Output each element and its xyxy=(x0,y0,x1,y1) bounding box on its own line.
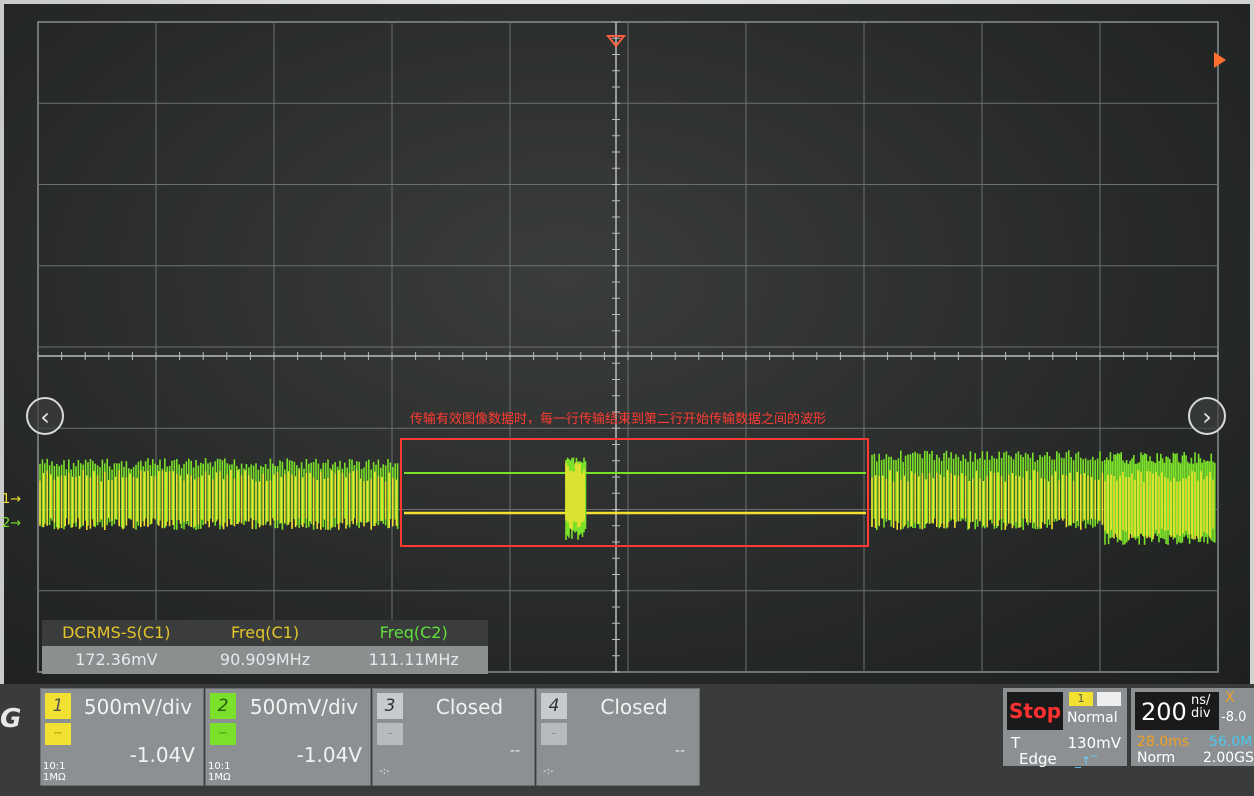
timebase-panel[interactable]: 200 ns/div X -8.0 28.0ms 56.0M Norm 2.00… xyxy=(1131,688,1254,766)
probe-placeholder: -:- xyxy=(379,766,390,777)
channel-2-panel[interactable]: 2 ⎓ 500mV/div -1.04V 10:1 1MΩ xyxy=(205,688,371,786)
status-bar: G 1 ⎓ 500mV/div -1.04V 10:1 1MΩ 2 ⎓ 500mV… xyxy=(0,684,1254,796)
channel-3-panel[interactable]: 3 – Closed -- -:- xyxy=(372,688,535,786)
trigger-level-label: T xyxy=(1011,734,1021,752)
trigger-type: Edge xyxy=(1019,750,1057,768)
measurement-value: 172.36mV xyxy=(75,650,158,669)
acquisition-mode: Norm xyxy=(1137,750,1176,766)
channel-number: 3 xyxy=(377,693,403,719)
probe-info: 10:1 1MΩ xyxy=(43,761,66,783)
rising-edge-icon: _↑‾ xyxy=(1075,754,1098,768)
channel-status: Closed xyxy=(435,695,504,719)
unit-top: ns/ xyxy=(1191,693,1211,708)
channel-number: 4 xyxy=(541,693,567,719)
trigger-mode: Normal xyxy=(1067,710,1118,726)
timebase-scale[interactable]: 200 ns/div xyxy=(1135,692,1219,730)
channel-scale: 500mV/div xyxy=(83,695,193,719)
channel-1-marker: 1→ xyxy=(2,492,21,507)
oscilloscope-screen xyxy=(4,4,1250,684)
channel-offset: -- xyxy=(674,743,685,759)
trigger-level-marker xyxy=(1214,52,1226,68)
channel-status: Closed xyxy=(600,695,668,719)
probe-placeholder: -:- xyxy=(543,766,554,777)
x-offset: -8.0 xyxy=(1221,710,1247,725)
coupling-icon: – xyxy=(377,723,403,745)
channel-offset: -1.04V xyxy=(129,743,195,767)
x-label: X xyxy=(1225,690,1235,706)
channel-offset: -- xyxy=(509,743,520,759)
coupling-icon: – xyxy=(541,723,567,745)
dc-coupling-icon: ⎓ xyxy=(210,723,236,745)
brand-logo: G xyxy=(0,704,22,734)
channel-1-waveform xyxy=(871,470,1104,530)
trigger-coupling-icon xyxy=(1097,692,1121,706)
measurement-value: 90.909MHz xyxy=(219,650,311,669)
waveform-display: 1→ 2→ xyxy=(2,21,1226,673)
sample-rate: 2.00GS xyxy=(1203,750,1254,766)
measurement-value: 111.11MHz xyxy=(368,650,459,669)
impedance: 1MΩ xyxy=(43,772,66,783)
channel-offset: -1.04V xyxy=(296,743,362,767)
memory-depth: 56.0M xyxy=(1209,734,1253,750)
trigger-panel[interactable]: Stop 1 Normal T 130mV Edge _↑‾ xyxy=(1003,688,1127,768)
measurement-header: Freq(C1) xyxy=(230,623,300,642)
trigger-delay: 28.0ms xyxy=(1137,734,1190,750)
run-stop-status[interactable]: Stop xyxy=(1007,692,1063,730)
timebase-value: 200 xyxy=(1141,698,1187,726)
channel-number: 2 xyxy=(210,693,236,719)
trigger-level: 130mV xyxy=(1067,734,1121,752)
next-arrow-button[interactable]: › xyxy=(1188,397,1226,435)
trigger-source: 1 xyxy=(1069,692,1093,706)
measurement-header: DCRMS-S(C1) xyxy=(62,623,171,642)
annotation-text: 传输有效图像数据时，每一行传输结束到第二行开始传输数据之间的波形 xyxy=(410,412,827,427)
probe-ratio: 10:1 xyxy=(208,761,231,772)
channel-1-panel[interactable]: 1 ⎓ 500mV/div -1.04V 10:1 1MΩ xyxy=(40,688,204,786)
measurement-panel: DCRMS-S(C1) Freq(C1) Freq(C2) 172.36mV 9… xyxy=(42,620,488,676)
probe-ratio: 10:1 xyxy=(43,761,66,772)
channel-number: 1 xyxy=(45,693,71,719)
timebase-unit: ns/div xyxy=(1191,694,1211,720)
channel-1-waveform xyxy=(39,470,398,530)
channel-4-panel[interactable]: 4 – Closed -- -:- xyxy=(536,688,700,786)
dc-coupling-icon: ⎓ xyxy=(45,723,71,745)
channel-1-waveform xyxy=(1104,470,1214,540)
previous-arrow-button[interactable]: ‹ xyxy=(26,397,64,435)
trigger-position-marker xyxy=(605,35,627,48)
channel-2-marker: 2→ xyxy=(2,516,21,531)
channel-scale: 500mV/div xyxy=(249,695,359,719)
probe-info: 10:1 1MΩ xyxy=(208,761,231,783)
channel-1-burst xyxy=(565,462,585,530)
impedance: 1MΩ xyxy=(208,772,231,783)
unit-bottom: div xyxy=(1191,706,1211,721)
annotation-box xyxy=(400,438,869,547)
measurement-header: Freq(C2) xyxy=(379,623,448,642)
